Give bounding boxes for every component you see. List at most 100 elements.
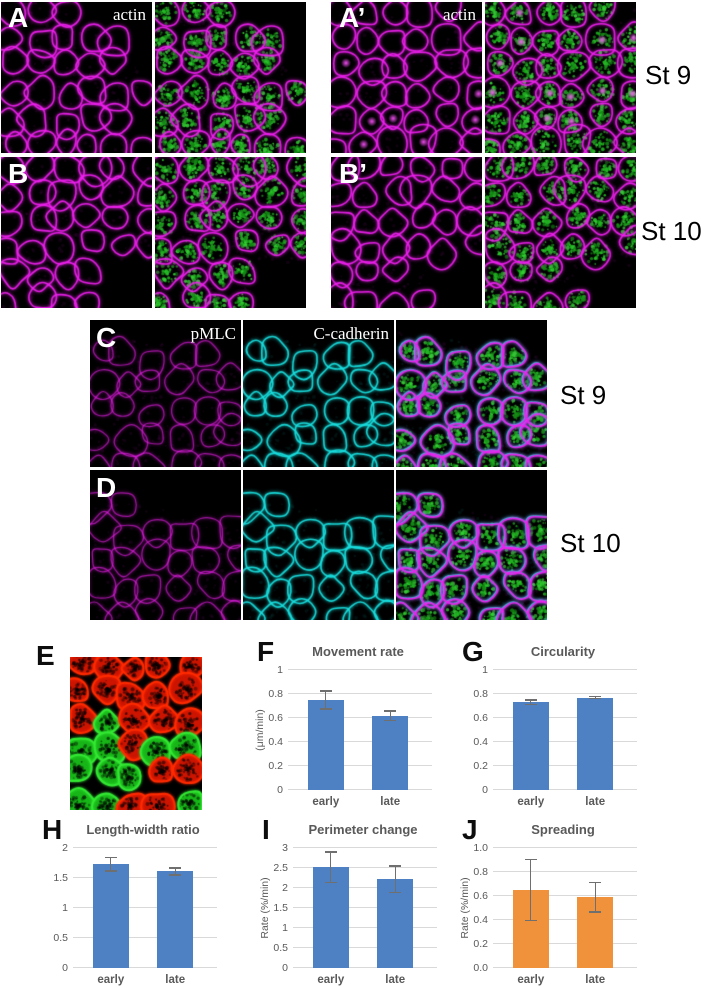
error-bar-part xyxy=(319,690,332,692)
y-tick-label: 1 xyxy=(277,664,283,676)
gridline xyxy=(293,847,437,848)
marker-label-cadherin: C-cadherin xyxy=(313,324,389,343)
x-label-late: late xyxy=(585,796,606,808)
y-tick-label: 0.2 xyxy=(473,938,488,950)
marker-label-actin-Aprime: actin xyxy=(442,5,476,24)
y-tick-label: 0.5 xyxy=(53,932,68,944)
x-label-late: late xyxy=(165,974,186,986)
error-bar-part xyxy=(104,856,117,859)
error-bar-part xyxy=(389,891,402,894)
y-tick-label: 2.5 xyxy=(273,862,288,874)
panel-label-G: G xyxy=(462,636,484,667)
y-tick-label: 0.6 xyxy=(268,712,283,724)
chart-perimeter-change: I Perimeter change Rate (%/min) 0 0.5 1 1.5… xyxy=(248,816,453,988)
micro-image-A-actin xyxy=(1,2,152,153)
y-tick-label: 0 xyxy=(282,962,288,974)
gridline xyxy=(493,693,637,694)
chart-title: Circularity xyxy=(530,644,596,659)
y-tick-label: 1.5 xyxy=(273,902,288,914)
x-label-early: early xyxy=(312,796,340,808)
chart-title: Length-width ratio xyxy=(86,822,200,837)
marker-label-actin-A: actin xyxy=(112,5,146,24)
gridline xyxy=(293,947,437,948)
x-label-late: late xyxy=(380,796,401,808)
y-tick-label: 1.0 xyxy=(473,842,488,854)
y-tick-label: 2 xyxy=(282,882,288,894)
chart-title: Spreading xyxy=(531,822,595,837)
gridline xyxy=(73,877,217,878)
y-tick-label: 0.2 xyxy=(473,760,488,772)
y-axis-label: Rate (%/min) xyxy=(259,877,271,939)
bar-early xyxy=(312,867,349,968)
y-tick-label: 1 xyxy=(282,922,288,934)
micro-image-C-merge xyxy=(396,320,547,467)
micro-image-Aprime-merge xyxy=(485,2,636,153)
panel-label-Aprime: A’ xyxy=(339,2,366,33)
gridline xyxy=(493,871,637,872)
x-label-early: early xyxy=(97,974,125,986)
x-label-late: late xyxy=(385,974,406,986)
micro-image-C-cadherin xyxy=(243,320,394,467)
error-bar-part xyxy=(389,865,402,867)
error-bar-part xyxy=(324,881,337,884)
y-tick-label: 0 xyxy=(62,962,68,974)
gridline xyxy=(493,765,637,766)
micro-image-B-merge xyxy=(155,157,306,308)
gridline xyxy=(73,967,217,968)
error-bar-part xyxy=(104,870,117,872)
gridline xyxy=(73,907,217,908)
error-bar-part xyxy=(530,858,532,922)
gridline xyxy=(293,887,437,888)
y-tick-label: 0.4 xyxy=(473,736,488,748)
chart-circularity: G Circularity 0 0.2 0.4 0.6 0.8 1 early late xyxy=(448,638,653,815)
gridline xyxy=(293,867,437,868)
gridline xyxy=(288,789,432,790)
error-bar-part xyxy=(594,881,596,913)
gridline xyxy=(493,943,637,944)
bar-late xyxy=(372,716,409,790)
micro-image-C-pMLC xyxy=(90,320,241,467)
error-bar-part xyxy=(530,699,532,706)
gridline xyxy=(288,741,432,742)
panel-label-F: F xyxy=(257,636,275,667)
gridline xyxy=(493,717,637,718)
error-bar-part xyxy=(389,710,391,721)
gridline xyxy=(288,765,432,766)
error-bar-part xyxy=(325,690,327,710)
error-bar-early xyxy=(524,858,537,922)
stage-label-st9-mid: St 9 xyxy=(560,380,607,410)
y-tick-label: 0.0 xyxy=(473,962,488,974)
error-bar-part xyxy=(324,851,337,853)
gridline xyxy=(493,919,637,920)
error-bar-part xyxy=(589,697,602,700)
error-bar-part xyxy=(384,710,397,712)
plot-area: 0 0.2 0.4 0.6 0.8 1 early late xyxy=(473,664,637,808)
y-tick-label: 0.8 xyxy=(473,688,488,700)
y-tick-label: 0.8 xyxy=(268,688,283,700)
plot-area: 0 0.5 1 1.5 2 early late xyxy=(53,842,217,986)
x-label-early: early xyxy=(517,796,545,808)
error-bar-part xyxy=(169,874,182,876)
error-bar-part xyxy=(589,695,602,698)
y-tick-label: 0.6 xyxy=(473,890,488,902)
marker-label-pMLC: pMLC xyxy=(190,324,236,343)
error-bar-early xyxy=(324,851,337,884)
error-bar-part xyxy=(589,881,602,884)
x-label-early: early xyxy=(317,974,345,986)
gridline xyxy=(73,847,217,848)
gridline xyxy=(293,907,437,908)
y-tick-label: 1 xyxy=(62,902,68,914)
error-bar-part xyxy=(594,695,596,700)
y-tick-label: 0.6 xyxy=(473,712,488,724)
y-tick-label: 0 xyxy=(277,784,283,796)
error-bar-early xyxy=(104,856,117,872)
y-tick-label: 0.2 xyxy=(268,760,283,772)
micro-image-B-actin xyxy=(1,157,152,308)
bar-late xyxy=(577,698,614,790)
error-bar-part xyxy=(524,858,537,861)
stage-label-st9-top: St 9 xyxy=(645,60,692,90)
panel-label-J: J xyxy=(462,814,478,845)
error-bar-late xyxy=(169,867,182,876)
x-label-early: early xyxy=(517,974,545,986)
